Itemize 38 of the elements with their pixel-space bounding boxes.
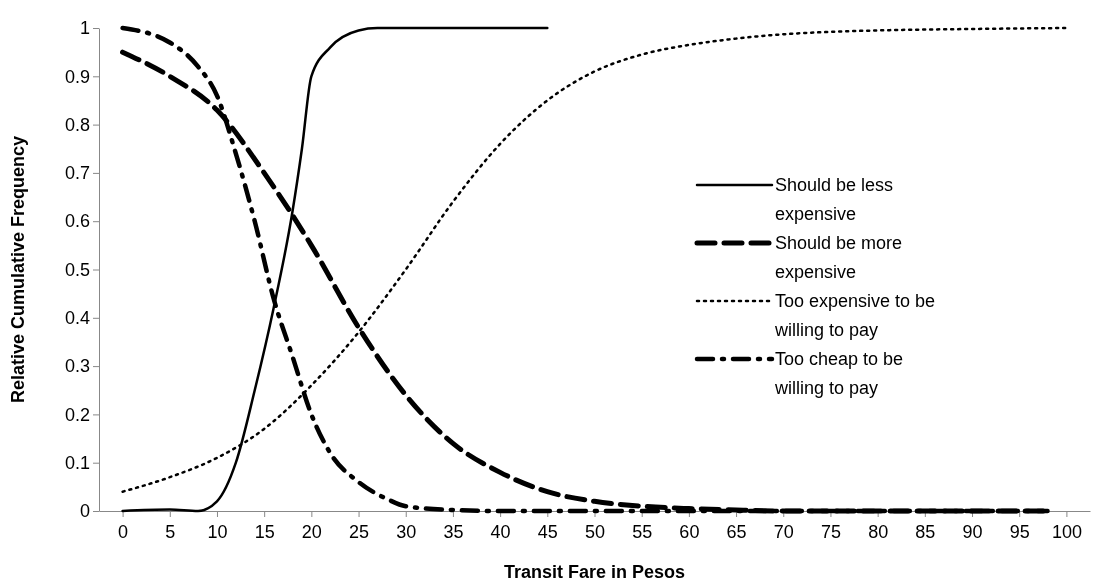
x-tick-label: 65 [726, 522, 747, 542]
y-tick-label: 0.8 [64, 114, 90, 135]
y-tick-label: 0 [79, 501, 90, 522]
y-tick-label: 0.1 [64, 452, 90, 473]
x-tick-label: 90 [962, 522, 983, 542]
y-tick-label: 0.2 [64, 404, 90, 425]
y-tick-label: 1 [79, 18, 90, 39]
x-tick-label: 10 [207, 522, 228, 542]
x-tick-label: 55 [632, 522, 653, 542]
x-tick-label: 60 [679, 522, 700, 542]
x-tick-label: 15 [254, 522, 275, 542]
y-tick-label: 0.3 [64, 356, 90, 377]
x-tick-label: 85 [915, 522, 936, 542]
legend-label: Too cheap to be willing to pay [774, 349, 904, 398]
x-tick-label: 95 [1009, 522, 1030, 542]
x-tick-label: 75 [820, 522, 841, 542]
x-tick-label: 25 [349, 522, 370, 542]
y-tick-label: 0.4 [64, 308, 90, 329]
y-axis-title: Relative Cumulative Frequency [8, 135, 28, 404]
x-tick-label: 50 [584, 522, 606, 542]
x-tick-label: 40 [490, 522, 511, 542]
x-tick-label: 5 [165, 522, 176, 542]
x-axis-title: Transit Fare in Pesos [503, 562, 686, 582]
x-tick-label: 20 [301, 522, 322, 542]
x-tick-label: 100 [1051, 522, 1082, 542]
y-tick-label: 0.6 [64, 211, 90, 232]
x-tick-label: 45 [537, 522, 558, 542]
x-tick-label: 80 [868, 522, 889, 542]
x-tick-label: 70 [773, 522, 794, 542]
x-tick-label: 0 [118, 522, 129, 542]
legend-label: Should be less expensive [775, 175, 894, 224]
legend-label: Should be more expensive [775, 233, 903, 282]
legend-label: Too expensive to be willing to pay [774, 291, 936, 340]
x-tick-label: 35 [443, 522, 464, 542]
y-tick-label: 0.5 [64, 259, 90, 280]
x-tick-label: 30 [396, 522, 417, 542]
y-tick-label: 0.7 [64, 163, 90, 184]
y-tick-label: 0.9 [64, 66, 90, 87]
